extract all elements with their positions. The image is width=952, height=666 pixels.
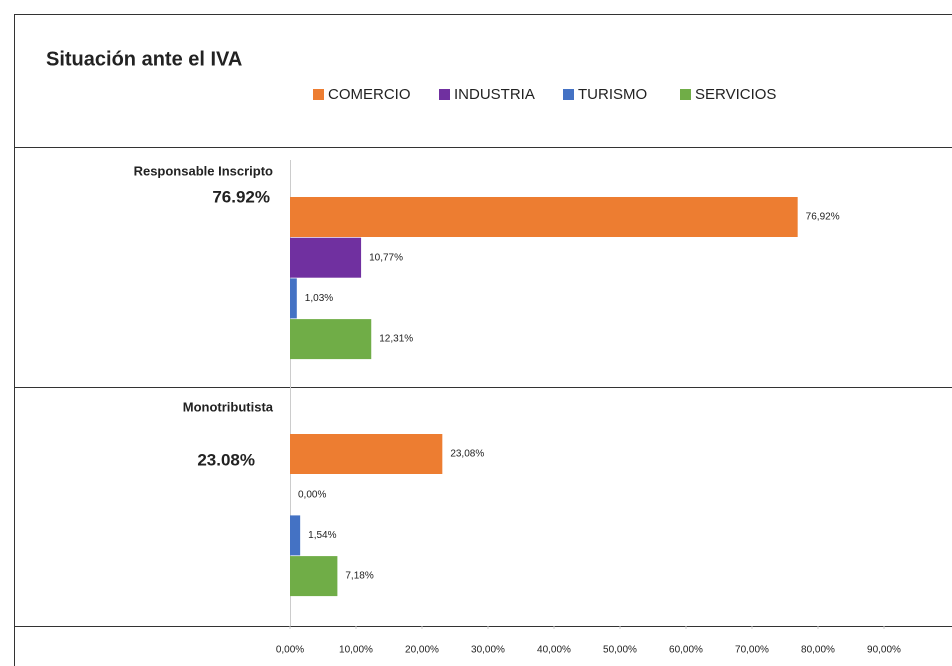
- value-label: 76,92%: [806, 212, 840, 223]
- legend-label: INDUSTRIA: [454, 86, 535, 103]
- legend-swatch: [563, 89, 574, 100]
- x-tick-label: 20,00%: [405, 645, 439, 656]
- bar: [290, 278, 297, 319]
- x-tick-label: 50,00%: [603, 645, 637, 656]
- x-tick-label: 60,00%: [669, 645, 703, 656]
- bar: [290, 515, 301, 556]
- legend-label: COMERCIO: [328, 86, 411, 103]
- value-label: 1,03%: [305, 293, 333, 304]
- value-label: 7,18%: [345, 571, 373, 582]
- x-tick-label: 10,00%: [339, 645, 373, 656]
- x-tick-label: 0,00%: [276, 645, 304, 656]
- legend-label: SERVICIOS: [695, 86, 776, 103]
- legend-swatch: [680, 89, 691, 100]
- legend-swatch: [313, 89, 324, 100]
- chart-title: Situación ante el IVA: [46, 48, 242, 70]
- bar: [290, 319, 372, 360]
- bar: [290, 556, 338, 597]
- x-tick-label: 80,00%: [801, 645, 835, 656]
- frame: [14, 14, 952, 666]
- bar: [290, 237, 362, 278]
- legend-swatch: [439, 89, 450, 100]
- bar: [290, 434, 443, 474]
- value-label: 1,54%: [308, 530, 336, 541]
- bar: [290, 197, 798, 237]
- category-label: Responsable Inscripto: [134, 163, 273, 178]
- category-label: Monotributista: [183, 399, 274, 414]
- group-total: 76.92%: [212, 187, 270, 206]
- value-label: 10,77%: [369, 252, 403, 263]
- x-tick-label: 70,00%: [735, 645, 769, 656]
- legend-label: TURISMO: [578, 86, 647, 103]
- value-label: 12,31%: [379, 334, 413, 345]
- x-tick-label: 90,00%: [867, 645, 901, 656]
- value-label: 0,00%: [298, 489, 326, 500]
- x-tick-label: 40,00%: [537, 645, 571, 656]
- group-total: 23.08%: [197, 450, 255, 469]
- value-label: 23,08%: [450, 449, 484, 460]
- x-tick-label: 30,00%: [471, 645, 505, 656]
